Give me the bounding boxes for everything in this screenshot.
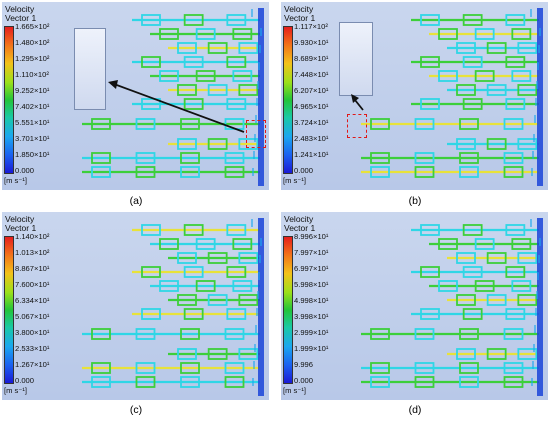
unit-label-a: [m s⁻¹] — [4, 176, 27, 185]
legend-tick-label: 0.000 — [294, 376, 314, 385]
legend-title-c: Velocity — [5, 214, 35, 224]
legend-tick-label: 1.850×10¹ — [15, 150, 50, 159]
legend-tick-label: 3.800×10¹ — [15, 328, 50, 337]
color-bar-b — [283, 26, 293, 174]
legend-tick-label: 3.701×10¹ — [15, 134, 50, 143]
legend-subtitle-a: Vector 1 — [5, 13, 37, 23]
legend-tick-label: 2.533×10¹ — [15, 344, 50, 353]
color-bar-d — [283, 236, 293, 384]
legend-tick-label: 2.483×10¹ — [294, 134, 329, 143]
flow-field-b — [361, 8, 543, 186]
legend-tick-label: 7.600×10¹ — [15, 280, 50, 289]
legend-tick-label: 1.241×10¹ — [294, 150, 329, 159]
caption-d: (d) — [408, 404, 422, 416]
legend-title-a: Velocity — [5, 4, 35, 14]
zoom-arrow-a — [108, 80, 245, 133]
legend-subtitle-c: Vector 1 — [5, 223, 37, 233]
caption-c: (c) — [129, 404, 143, 416]
legend-tick-label: 0.000 — [15, 376, 35, 385]
color-bar-c — [4, 236, 14, 384]
legend-tick-label: 1.480×10² — [15, 38, 50, 47]
legend-tick-label: 1.267×10¹ — [15, 360, 50, 369]
legend-tick-label: 8.867×10¹ — [15, 264, 50, 273]
legend-tick-label: 6.997×10¹ — [294, 264, 329, 273]
flow-field-d — [361, 218, 543, 396]
flow-field-a — [82, 8, 264, 186]
legend-tick-label: 3.998×10¹ — [294, 312, 329, 321]
panel-b: Velocity Vector 1 1.117×10² 9.930×10¹ 8.68… — [281, 2, 548, 190]
legend-tick-label: 2.999×10¹ — [294, 328, 329, 337]
highlight-box-b — [347, 114, 367, 138]
panel-a: Velocity Vector 1 1.665×10² 1.480×10² 1.29… — [2, 2, 269, 190]
unit-label-c: [m s⁻¹] — [4, 386, 27, 395]
legend-tick-label: 1.999×10¹ — [294, 344, 329, 353]
legend-a: Velocity Vector 1 — [5, 5, 75, 23]
legend-tick-label: 1.665×10² — [15, 22, 50, 31]
legend-tick-label: 5.551×10¹ — [15, 118, 50, 127]
legend-b: Velocity Vector 1 — [284, 5, 354, 23]
zoom-inset-a — [74, 28, 106, 110]
zoom-arrow-b — [351, 94, 364, 111]
legend-tick-label: 5.067×10¹ — [15, 312, 50, 321]
legend-tick-label: 3.724×10¹ — [294, 118, 329, 127]
legend-subtitle-d: Vector 1 — [284, 223, 316, 233]
legend-tick-label: 0.000 — [294, 166, 314, 175]
legend-tick-label: 0.000 — [15, 166, 35, 175]
legend-tick-label: 1.110×10² — [15, 70, 49, 79]
legend-tick-label: 9.252×10¹ — [15, 86, 50, 95]
legend-tick-label: 4.998×10¹ — [294, 296, 329, 305]
legend-title-d: Velocity — [284, 214, 314, 224]
legend-tick-label: 7.402×10¹ — [15, 102, 50, 111]
panel-c: Velocity Vector 1 1.140×10² 1.013×10² 8.86… — [2, 212, 269, 400]
unit-label-b: [m s⁻¹] — [283, 176, 306, 185]
legend-tick-label: 8.996×10¹ — [294, 232, 329, 241]
legend-tick-label: 1.117×10² — [294, 22, 328, 31]
legend-tick-label: 6.207×10¹ — [294, 86, 329, 95]
legend-title-b: Velocity — [284, 4, 314, 14]
flow-field-c — [82, 218, 264, 396]
legend-tick-label: 4.965×10¹ — [294, 102, 329, 111]
unit-label-d: [m s⁻¹] — [283, 386, 306, 395]
legend-tick-label: 1.295×10² — [15, 54, 50, 63]
legend-tick-label: 9.930×10¹ — [294, 38, 329, 47]
color-bar-a — [4, 26, 14, 174]
legend-tick-label: 5.998×10¹ — [294, 280, 329, 289]
legend-tick-label: 1.013×10² — [15, 248, 50, 257]
highlight-box-a — [246, 120, 266, 148]
legend-tick-label: 7.448×10¹ — [294, 70, 329, 79]
panel-d: Velocity Vector 1 8.996×10¹ 7.997×10¹ 6.99… — [281, 212, 548, 400]
zoom-inset-b — [339, 22, 373, 96]
legend-tick-label: 9.996 — [294, 360, 314, 369]
caption-b: (b) — [408, 195, 422, 207]
legend-subtitle-b: Vector 1 — [284, 13, 316, 23]
legend-c: Velocity Vector 1 — [5, 215, 75, 233]
legend-tick-label: 7.997×10¹ — [294, 248, 329, 257]
legend-d: Velocity Vector 1 — [284, 215, 354, 233]
legend-tick-label: 6.334×10¹ — [15, 296, 50, 305]
legend-tick-label: 8.689×10¹ — [294, 54, 329, 63]
legend-tick-label: 1.140×10² — [15, 232, 50, 241]
caption-a: (a) — [129, 195, 143, 207]
